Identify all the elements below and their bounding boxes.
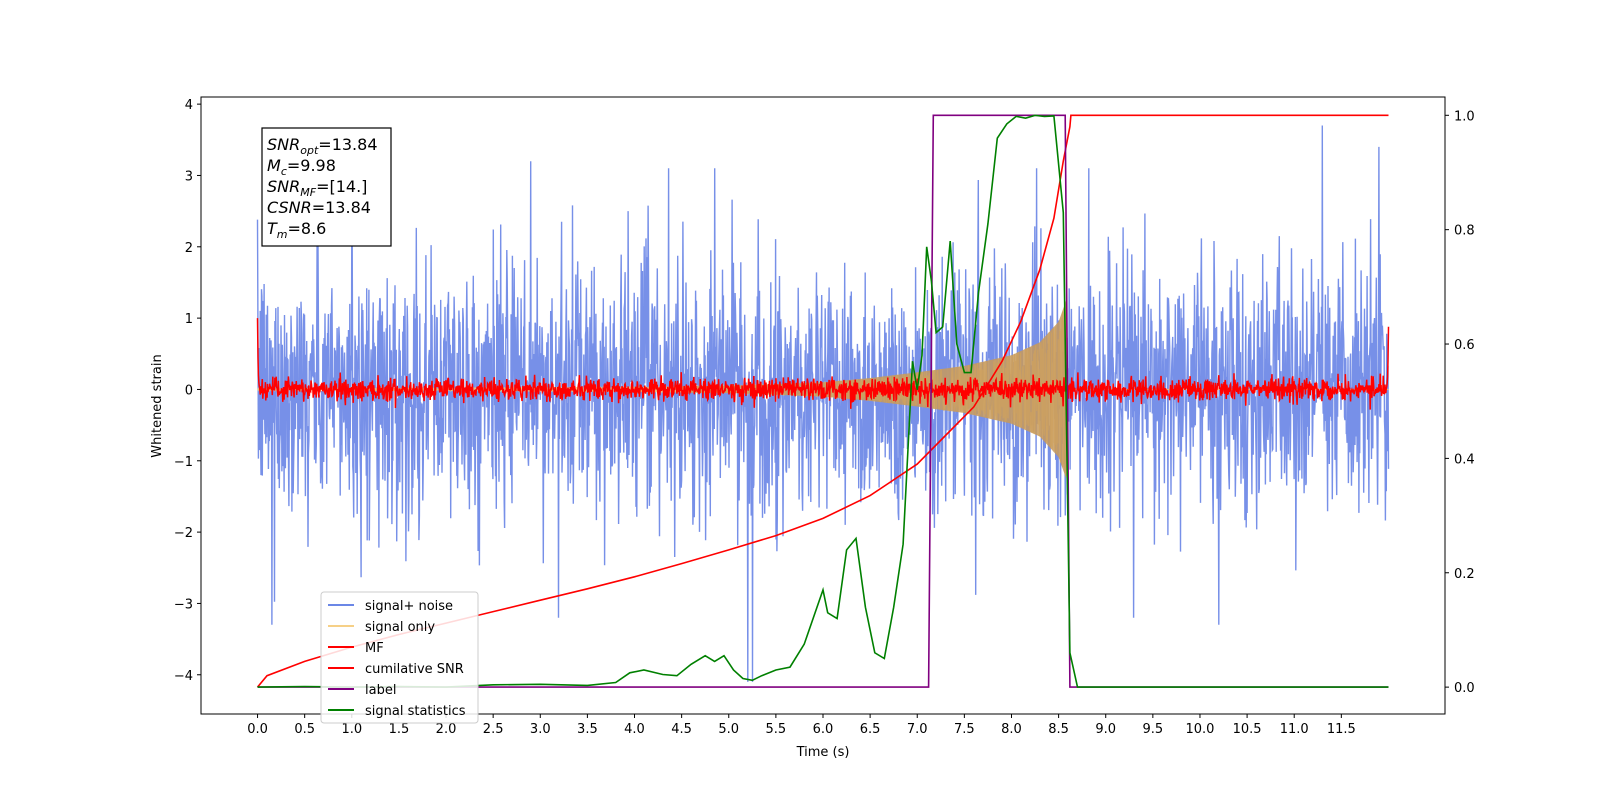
legend-label: signal statistics	[365, 704, 466, 719]
x-tick-label: 8.5	[1048, 722, 1069, 737]
x-tick-label: 1.5	[389, 722, 410, 737]
x-tick-label: 3.0	[530, 722, 551, 737]
x-tick-label: 3.5	[577, 722, 598, 737]
x-tick-label: 8.0	[1001, 722, 1022, 737]
annotation-line: SNRMF=[14.]	[267, 177, 367, 199]
x-tick-label: 11.5	[1327, 722, 1356, 737]
annotation-line: Tm=8.6	[267, 219, 326, 241]
annotation-line: Mc=9.98	[267, 156, 336, 178]
x-tick-label: 10.5	[1233, 722, 1262, 737]
y-tick-label: 0	[185, 383, 193, 398]
y-axis-left: 4 3 2 1 0 −1 −2 −3 −4	[174, 98, 201, 684]
series-signal-statistics	[257, 114, 1389, 688]
x-tick-label: 6.0	[813, 722, 834, 737]
annotation-box: SNRopt=13.84Mc=9.98SNRMF=[14.]CSNR=13.84…	[261, 127, 392, 247]
x-axis: 0.0 0.5 1.0 1.5 2.0 2.5 3.0 3.5 4.0 4.5 5.0 5.5 6.0 6…	[247, 714, 1356, 737]
x-tick-label: 4.5	[671, 722, 692, 737]
y2-tick-label: 0.6	[1454, 338, 1475, 353]
y2-tick-label: 0.4	[1454, 452, 1475, 467]
x-tick-label: 5.5	[766, 722, 787, 737]
y-tick-label: −3	[174, 597, 193, 612]
y2-tick-label: 0.8	[1454, 224, 1475, 239]
legend-label: signal+ noise	[365, 599, 453, 614]
legend-label: MF	[365, 641, 384, 656]
y2-tick-label: 0.0	[1454, 681, 1475, 696]
annotation-line: CSNR=13.84	[267, 198, 371, 217]
y-tick-label: 2	[185, 241, 193, 256]
x-tick-label: 7.5	[954, 722, 975, 737]
legend-label: signal only	[365, 620, 435, 635]
y-tick-label: −4	[174, 669, 193, 684]
x-tick-label: 5.0	[718, 722, 739, 737]
x-tick-label: 9.5	[1143, 722, 1164, 737]
x-tick-label: 1.0	[341, 722, 362, 737]
x-tick-label: 0.5	[294, 722, 315, 737]
y-tick-label: 4	[185, 98, 193, 113]
x-tick-label: 11.0	[1280, 722, 1309, 737]
y2-tick-label: 0.2	[1454, 567, 1475, 582]
y2-tick-label: 1.0	[1454, 109, 1475, 124]
y-tick-label: −1	[174, 455, 193, 470]
y-tick-label: 1	[185, 312, 193, 327]
x-tick-label: 2.0	[436, 722, 457, 737]
annotation-frame	[261, 127, 392, 247]
y-tick-label: −2	[174, 526, 193, 541]
annotation-line: SNRopt=13.84	[267, 135, 378, 157]
x-tick-label: 6.5	[860, 722, 881, 737]
x-tick-label: 7.0	[907, 722, 928, 737]
legend-frame	[320, 591, 479, 724]
x-tick-label: 0.0	[247, 722, 268, 737]
x-tick-label: 10.0	[1185, 722, 1214, 737]
x-tick-label: 2.5	[483, 722, 504, 737]
legend-label: cumilative SNR	[365, 662, 464, 677]
legend: signal+ noise signal only MF cumilative SNR…	[320, 591, 479, 724]
x-tick-label: 9.0	[1095, 722, 1116, 737]
x-tick-label: 4.0	[624, 722, 645, 737]
y-axis-right: 1.0 0.8 0.6 0.4 0.2 0.0	[1445, 109, 1475, 696]
y-tick-label: 3	[185, 169, 193, 184]
x-axis-label: Time (s)	[796, 745, 850, 760]
legend-label: label	[365, 683, 396, 698]
series-mf	[256, 318, 1390, 410]
y-axis-label: Whitened strain	[150, 354, 165, 457]
